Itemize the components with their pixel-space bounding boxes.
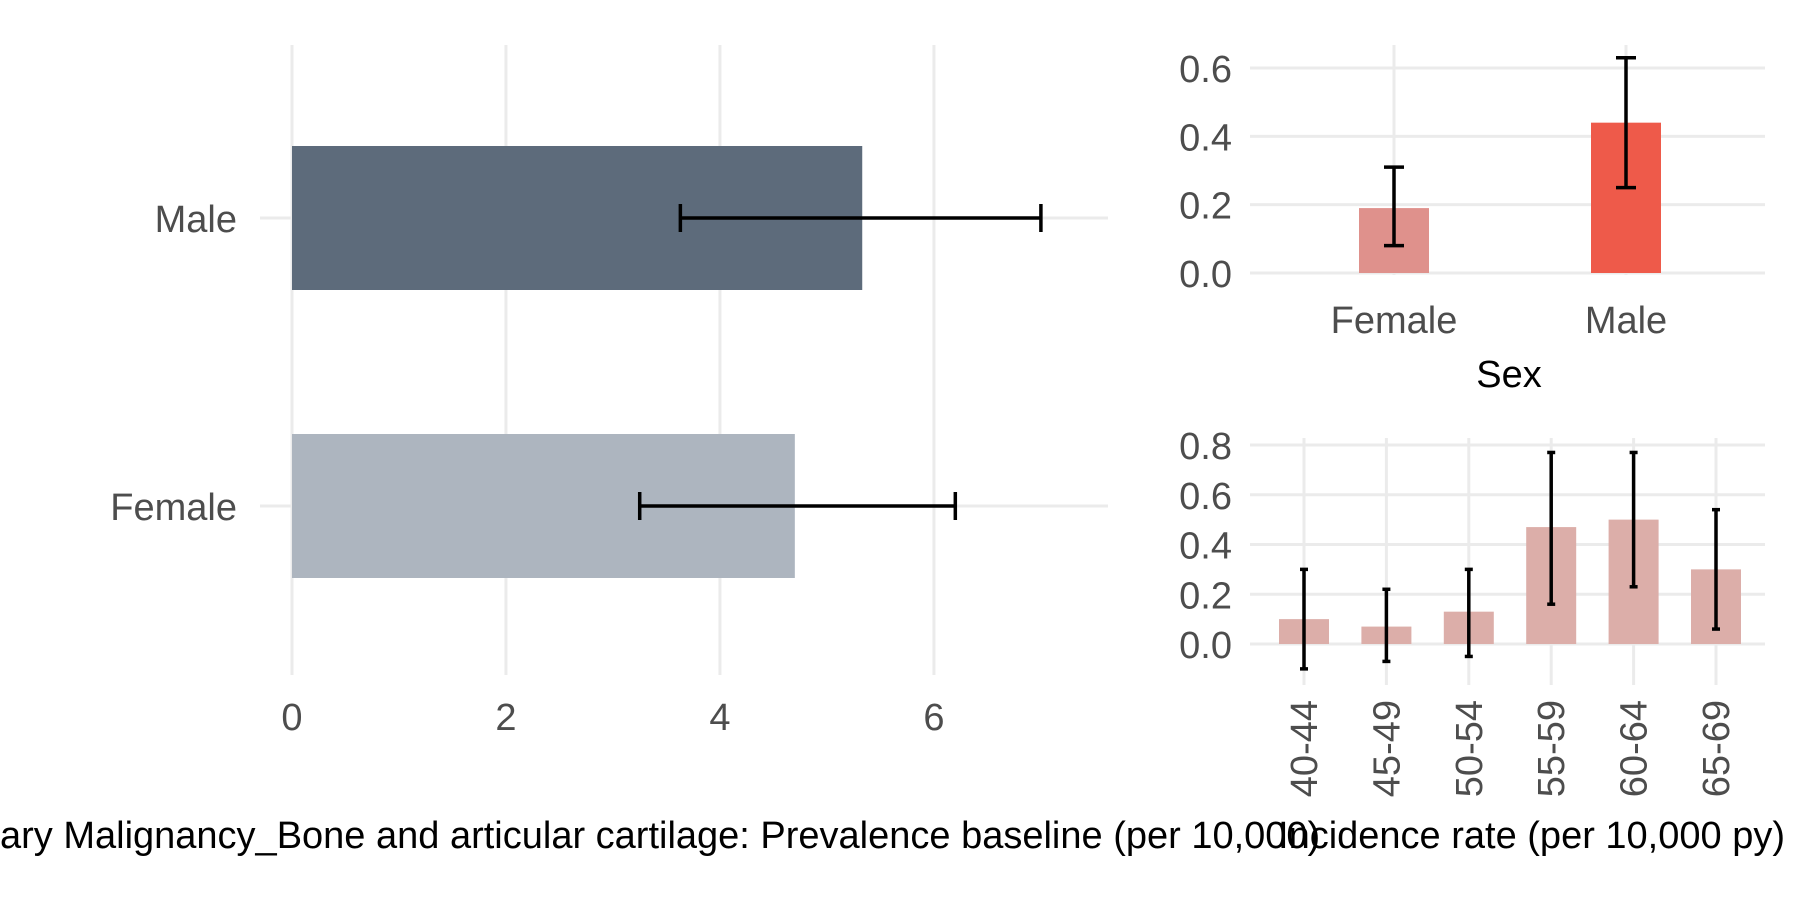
y-tick-label: 0.6 — [1179, 49, 1232, 91]
x-tick-label: 4 — [709, 697, 730, 739]
prevalence-panel: 0 2 4 6 Female Male — [110, 45, 1108, 739]
y-tick-label: 0.4 — [1179, 526, 1232, 568]
y-tick-label: 0.8 — [1179, 426, 1232, 468]
x-tick-label: 60-64 — [1614, 700, 1656, 797]
y-tick-label: 0.4 — [1179, 117, 1232, 159]
x-tick-label: 65-69 — [1696, 700, 1738, 797]
y-tick-label: 0.0 — [1179, 625, 1232, 667]
y-tick-label: 0.6 — [1179, 476, 1232, 518]
y-tick-label: 0.0 — [1179, 254, 1232, 296]
x-tick-label: 0 — [281, 697, 302, 739]
y-tick-label: Male — [155, 199, 237, 241]
x-tick-label: Female — [1331, 300, 1458, 342]
y-tick-label: 0.2 — [1179, 186, 1232, 228]
x-tick-label: 6 — [923, 697, 944, 739]
y-tick-label: 0.2 — [1179, 575, 1232, 617]
x-tick-label: 55-59 — [1531, 700, 1573, 797]
x-tick-label: 45-49 — [1366, 700, 1408, 797]
sex-incidence-panel: 0.0 0.2 0.4 0.6 Female Male — [1179, 45, 1765, 342]
sex-x-axis-title: Sex — [1476, 354, 1541, 396]
incidence-x-axis-title: Incidence rate (per 10,000 py) — [1278, 815, 1785, 857]
age-incidence-panel: 0.0 0.2 0.4 0.6 0.8 40-44 45-49 50-54 55-59 60-64… — [1179, 426, 1765, 797]
x-tick-label: 50-54 — [1449, 700, 1491, 797]
x-tick-label: 2 — [495, 697, 516, 739]
x-tick-label: 40-44 — [1284, 700, 1326, 797]
y-tick-label: Female — [110, 487, 237, 529]
x-tick-label: Male — [1585, 300, 1667, 342]
prevalence-x-axis-title: ary Malignancy_Bone and articular cartil… — [0, 815, 1320, 857]
